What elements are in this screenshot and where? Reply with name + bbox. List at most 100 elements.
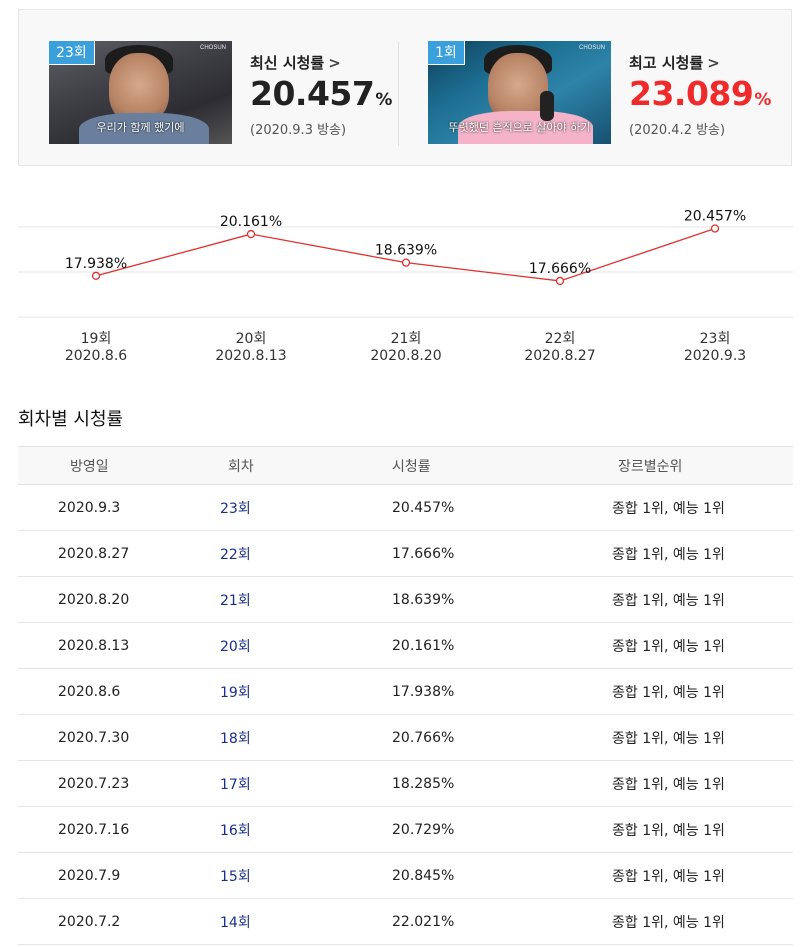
genre-rank-cell: 종합 1위, 예능 1위 — [612, 730, 725, 747]
table-row: 2020.7.9 15회 20.845% 종합 1위, 예능 1위 — [18, 853, 793, 899]
x-tick-date: 2020.8.27 — [524, 348, 595, 364]
table-body: 2020.9.3 23회 20.457% 종합 1위, 예능 1위 2020.8.27 2… — [18, 485, 793, 945]
latest-rating-link[interactable]: 최신 시청률 > — [250, 53, 400, 73]
microphone-icon — [540, 91, 554, 121]
table-row: 2020.8.6 19회 17.938% 종합 1위, 예능 1위 — [18, 669, 793, 715]
percent-unit: % — [754, 90, 771, 110]
genre-rank-cell: 종합 1위, 예능 1위 — [612, 500, 725, 517]
rating-cell: 20.766% — [392, 729, 455, 746]
genre-rank-cell: 종합 1위, 예능 1위 — [612, 638, 725, 655]
genre-rank-cell: 종합 1위, 예능 1위 — [612, 546, 725, 563]
genre-rank-cell: 종합 1위, 예능 1위 — [612, 822, 725, 839]
rating-cell: 17.938% — [392, 683, 455, 700]
table-row: 2020.7.23 17회 18.285% 종합 1위, 예능 1위 — [18, 761, 793, 807]
thumbnail-figure — [458, 111, 593, 144]
rating-cell: 20.845% — [392, 867, 455, 884]
latest-rating-value: 20.457% — [250, 75, 400, 119]
rating-cell: 18.285% — [392, 775, 455, 792]
episode-thumbnail[interactable]: CHOSUN 뚜렷했던 흔적으로 살아야 하기 1회 — [428, 41, 611, 144]
episode-thumbnail[interactable]: CHOSUN 우리가 함께 했기에 23회 — [49, 41, 232, 144]
episode-link[interactable]: 18회 — [220, 730, 251, 747]
genre-rank-cell: 종합 1위, 예능 1위 — [612, 592, 725, 609]
table-header: 방영일 회차 시청률 장르별순위 — [18, 446, 793, 485]
episode-link[interactable]: 14회 — [220, 914, 251, 931]
latest-rating-date: (2020.9.3 방송) — [250, 123, 347, 138]
table-row: 2020.9.3 23회 20.457% 종합 1위, 예능 1위 — [18, 485, 793, 531]
genre-rank-cell: 종합 1위, 예능 1위 — [612, 914, 725, 931]
rating-cell: 22.021% — [392, 913, 455, 930]
thumbnail-subtitle: 우리가 함께 했기에 — [96, 121, 185, 134]
data-point — [555, 276, 565, 286]
genre-rank-cell: 종합 1위, 예능 1위 — [612, 684, 725, 701]
episode-link[interactable]: 15회 — [220, 868, 251, 885]
chevron-right-icon: > — [328, 54, 341, 72]
air-date-cell: 2020.7.2 — [58, 913, 121, 930]
x-tick-date: 2020.8.20 — [370, 348, 441, 364]
x-tick-date: 2020.8.6 — [65, 348, 127, 364]
header-episode: 회차 — [228, 458, 254, 475]
air-date-cell: 2020.8.27 — [58, 545, 130, 562]
episode-badge: 23회 — [49, 41, 95, 65]
data-point — [710, 224, 720, 233]
episode-rating-table: 방영일 회차 시청률 장르별순위 2020.9.3 23회 20.457% 종합 1위… — [18, 446, 793, 945]
episode-link[interactable]: 20회 — [220, 638, 251, 655]
air-date-cell: 2020.8.6 — [58, 683, 121, 700]
episode-link[interactable]: 16회 — [220, 822, 251, 839]
table-row: 2020.8.13 20회 20.161% 종합 1위, 예능 1위 — [18, 623, 793, 669]
rating-cell: 20.457% — [392, 499, 455, 516]
genre-rank-cell: 종합 1위, 예능 1위 — [612, 776, 725, 793]
air-date-cell: 2020.7.16 — [58, 821, 130, 838]
best-rating-value: 23.089% — [629, 75, 779, 119]
summary-divider — [398, 42, 399, 146]
episode-link[interactable]: 22회 — [220, 546, 251, 563]
best-rating-date: (2020.4.2 방송) — [629, 123, 726, 138]
percent-unit: % — [375, 90, 392, 110]
header-rating: 시청률 — [392, 458, 431, 475]
table-row: 2020.7.30 18회 20.766% 종합 1위, 예능 1위 — [18, 715, 793, 761]
episode-link[interactable]: 19회 — [220, 684, 251, 701]
channel-logo: CHOSUN — [578, 45, 605, 51]
best-rating-label: 최고 시청률 — [629, 54, 704, 72]
chevron-right-icon: > — [707, 54, 720, 72]
episode-link[interactable]: 23회 — [220, 500, 251, 517]
data-label: 20.161% — [220, 214, 282, 230]
latest-rating-label: 최신 시청률 — [250, 54, 325, 72]
table-row: 2020.7.2 14회 22.021% 종합 1위, 예능 1위 — [18, 899, 793, 945]
data-point — [91, 271, 101, 280]
x-tick-episode: 23회 — [700, 331, 731, 347]
rating-cell: 20.729% — [392, 821, 455, 838]
channel-logo: CHOSUN — [199, 45, 226, 51]
genre-rank-cell: 종합 1위, 예능 1위 — [612, 868, 725, 885]
episode-badge: 1회 — [428, 41, 465, 65]
section-title: 회차별 시청률 — [18, 409, 124, 430]
thumbnail-subtitle: 뚜렷했던 흔적으로 살아야 하기 — [448, 121, 591, 134]
episode-link[interactable]: 17회 — [220, 776, 251, 793]
rating-number: 20.457 — [250, 74, 375, 113]
data-label: 20.457% — [684, 209, 746, 225]
rating-line-chart: 17.938%20.161%18.639%17.666%20.457%19회20… — [18, 209, 793, 364]
header-genre-rank: 장르별순위 — [618, 458, 683, 475]
x-tick-episode: 22회 — [545, 331, 576, 347]
rating-cell: 20.161% — [392, 637, 455, 654]
x-tick-date: 2020.8.13 — [215, 348, 286, 364]
air-date-cell: 2020.7.30 — [58, 729, 130, 746]
air-date-cell: 2020.7.9 — [58, 867, 121, 884]
table-row: 2020.7.16 16회 20.729% 종합 1위, 예능 1위 — [18, 807, 793, 853]
data-label: 17.938% — [65, 256, 127, 272]
table-row: 2020.8.20 21회 18.639% 종합 1위, 예능 1위 — [18, 577, 793, 623]
air-date-cell: 2020.9.3 — [58, 499, 121, 516]
x-tick-episode: 19회 — [81, 331, 112, 347]
rating-number: 23.089 — [629, 74, 754, 113]
table-row: 2020.8.27 22회 17.666% 종합 1위, 예능 1위 — [18, 531, 793, 577]
header-air-date: 방영일 — [70, 458, 109, 475]
best-rating-link[interactable]: 최고 시청률 > — [629, 53, 779, 73]
x-tick-episode: 20회 — [236, 331, 267, 347]
air-date-cell: 2020.7.23 — [58, 775, 130, 792]
rating-summary: CHOSUN 우리가 함께 했기에 23회 최신 시청률 > 20.457% (2… — [18, 9, 792, 166]
data-point — [246, 229, 256, 239]
thumbnail-figure — [109, 53, 169, 123]
air-date-cell: 2020.8.20 — [58, 591, 130, 608]
data-label: 17.666% — [529, 261, 591, 277]
x-tick-date: 2020.9.3 — [684, 348, 746, 364]
episode-link[interactable]: 21회 — [220, 592, 251, 609]
